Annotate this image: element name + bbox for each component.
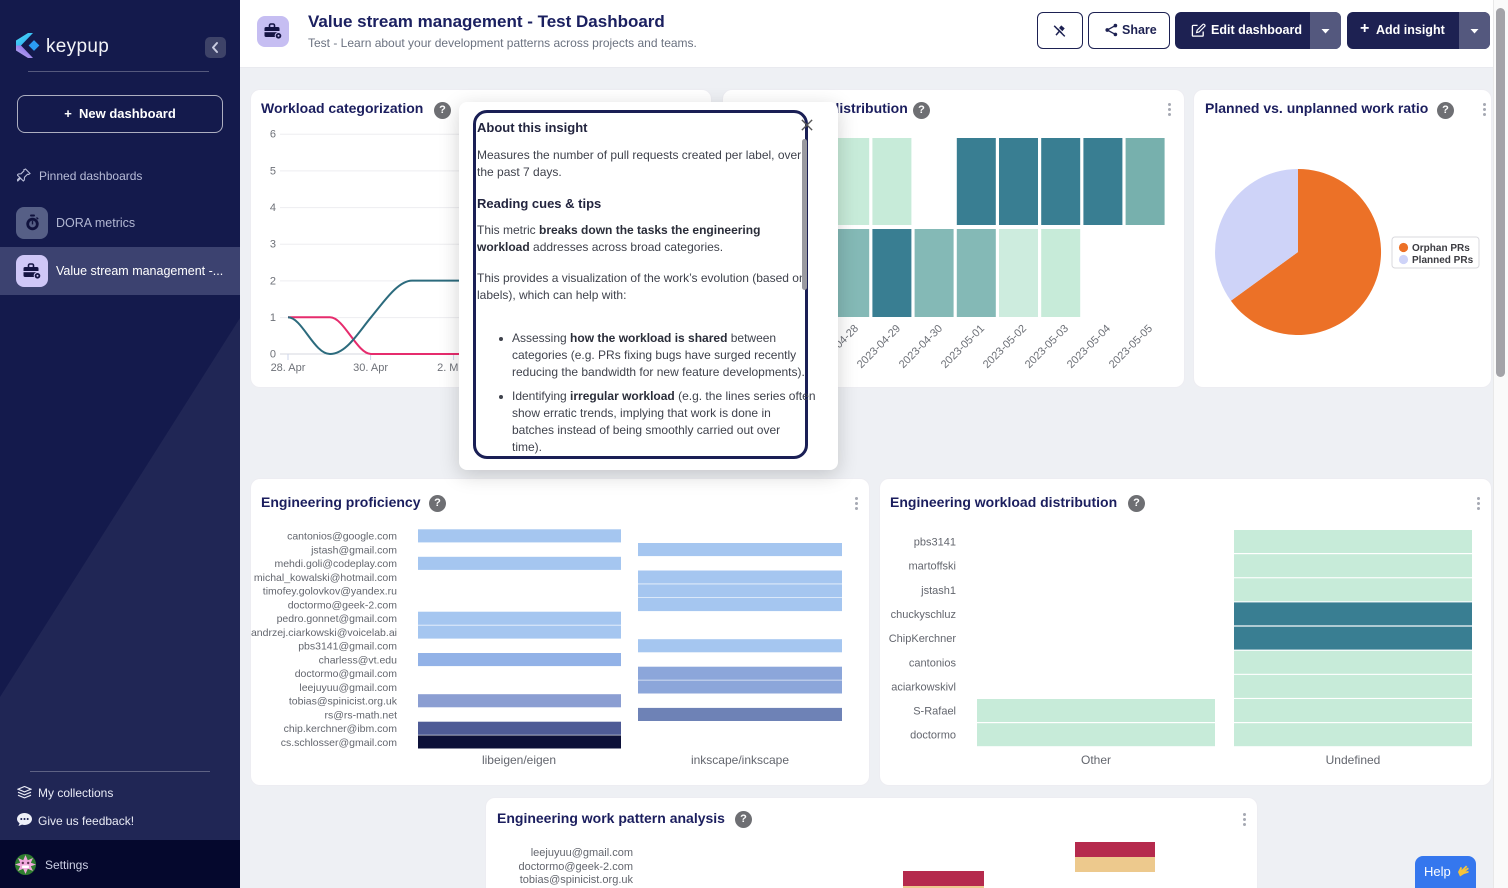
svg-text:charless@vt.edu: charless@vt.edu	[319, 654, 398, 666]
svg-text:libeigen/eigen: libeigen/eigen	[482, 753, 556, 767]
svg-text:2023-05-01: 2023-05-01	[939, 323, 987, 371]
svg-text:pbs3141: pbs3141	[914, 537, 956, 549]
svg-text:2023-05-05: 2023-05-05	[1107, 323, 1155, 371]
svg-text:2: 2	[270, 275, 276, 287]
svg-text:leejuyuu@gmail.com: leejuyuu@gmail.com	[299, 682, 397, 694]
svg-text:rs@rs-math.net: rs@rs-math.net	[324, 709, 397, 721]
svg-text:doctormo@geek-2.com: doctormo@geek-2.com	[519, 861, 634, 873]
svg-text:Planned PRs: Planned PRs	[1412, 255, 1474, 266]
svg-text:doctormo: doctormo	[910, 730, 956, 742]
svg-text:5: 5	[270, 165, 276, 177]
svg-text:jstash@gmail.com: jstash@gmail.com	[310, 544, 397, 556]
svg-text:Other: Other	[1081, 753, 1111, 767]
svg-text:chuckyschluz: chuckyschluz	[891, 609, 956, 621]
svg-text:3: 3	[270, 239, 276, 251]
svg-text:chip.kerchner@ibm.com: chip.kerchner@ibm.com	[284, 723, 398, 735]
svg-text:6: 6	[270, 129, 276, 141]
svg-text:cantonios: cantonios	[909, 657, 957, 669]
svg-text:inkscape/inkscape: inkscape/inkscape	[691, 753, 789, 767]
svg-text:2023-04-29: 2023-04-29	[855, 323, 903, 371]
svg-text:doctormo@gmail.com: doctormo@gmail.com	[295, 668, 398, 680]
svg-text:cs.schlosser@gmail.com: cs.schlosser@gmail.com	[281, 737, 398, 749]
svg-text:martoffski: martoffski	[909, 561, 956, 573]
svg-text:tobias@spinicist.org.uk: tobias@spinicist.org.uk	[289, 696, 398, 708]
svg-text:michal_kowalski@hotmail.com: michal_kowalski@hotmail.com	[254, 572, 397, 584]
svg-text:leejuyuu@gmail.com: leejuyuu@gmail.com	[531, 847, 633, 859]
svg-text:Orphan PRs: Orphan PRs	[1412, 243, 1470, 254]
svg-text:aciarkowskivl: aciarkowskivl	[891, 681, 956, 693]
svg-text:2023-05-03: 2023-05-03	[1023, 323, 1071, 371]
svg-text:ChipKerchner: ChipKerchner	[889, 633, 957, 645]
svg-text:pedro.gonnet@gmail.com: pedro.gonnet@gmail.com	[277, 613, 398, 625]
svg-text:S-Rafael: S-Rafael	[913, 706, 956, 718]
svg-text:tobias@spinicist.org.uk: tobias@spinicist.org.uk	[520, 874, 634, 886]
svg-text:2023-05-04: 2023-05-04	[1065, 323, 1113, 371]
svg-text:Undefined: Undefined	[1326, 753, 1381, 767]
svg-text:doctormo@geek-2.com: doctormo@geek-2.com	[288, 599, 398, 611]
svg-text:1: 1	[270, 312, 276, 324]
svg-text:2023-04-30: 2023-04-30	[897, 323, 945, 371]
svg-text:andrzej.ciarkowski@voicelab.ai: andrzej.ciarkowski@voicelab.ai	[251, 627, 397, 639]
svg-text:cantonios@google.com: cantonios@google.com	[287, 531, 397, 543]
svg-text:30. Apr: 30. Apr	[353, 362, 388, 374]
svg-text:mehdi.goli@codeplay.com: mehdi.goli@codeplay.com	[274, 558, 397, 570]
svg-text:2023-05-02: 2023-05-02	[981, 323, 1029, 371]
svg-text:28. Apr: 28. Apr	[271, 362, 306, 374]
svg-text:4: 4	[270, 202, 276, 214]
svg-text:jstash1: jstash1	[920, 585, 956, 597]
svg-text:timofey.golovkov@yandex.ru: timofey.golovkov@yandex.ru	[263, 586, 397, 598]
svg-text:pbs3141@gmail.com: pbs3141@gmail.com	[298, 641, 397, 653]
svg-text:0: 0	[270, 349, 276, 361]
